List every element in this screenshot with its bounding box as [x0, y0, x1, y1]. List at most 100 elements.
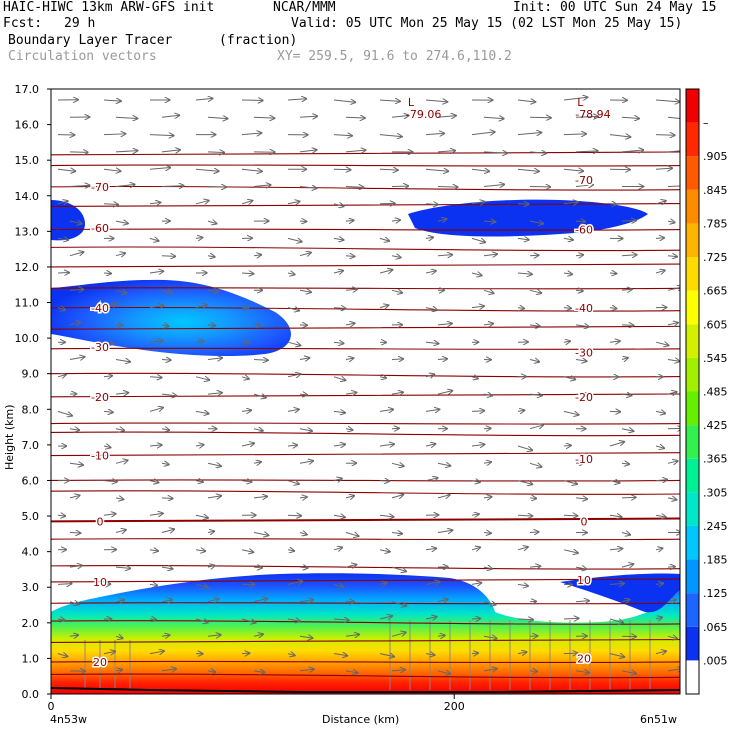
circulation-vector — [437, 219, 446, 221]
circulation-vector — [333, 271, 343, 273]
y-tick-label: 9.0 — [22, 368, 40, 381]
circulation-vector — [287, 201, 299, 203]
circulation-vector — [195, 305, 207, 308]
circulation-vector — [563, 481, 577, 484]
circulation-vector — [69, 495, 80, 497]
circulation-vector — [483, 184, 504, 186]
colorbar-label: .665 — [703, 285, 728, 298]
circulation-vector — [241, 410, 251, 411]
circulation-vector — [333, 100, 355, 102]
circulation-vector — [517, 481, 532, 485]
circulation-vector — [345, 117, 365, 118]
circulation-vector — [483, 497, 492, 498]
circulation-vector — [609, 619, 623, 623]
circulation-vector — [425, 237, 433, 238]
temperature-isoline — [51, 306, 680, 312]
circulation-vector — [103, 411, 113, 412]
temperature-isoline — [51, 422, 680, 425]
init-time: Init: 00 UTC Sun 24 May 15 — [513, 0, 717, 15]
circulation-vector — [161, 635, 169, 636]
circulation-vector — [195, 169, 219, 171]
temperature-isoline — [51, 538, 680, 541]
circulation-vector — [69, 289, 83, 290]
circulation-vector — [115, 460, 128, 463]
circulation-vector — [483, 290, 494, 293]
circulation-vector — [391, 533, 402, 534]
circulation-vector — [655, 548, 662, 549]
circulation-vector — [287, 308, 299, 311]
colorbar-swatch — [686, 425, 699, 459]
circulation-vector — [609, 204, 616, 205]
circulation-vector — [345, 565, 356, 568]
circulation-vector — [333, 444, 345, 446]
circulation-vector — [529, 117, 551, 118]
circulation-vector — [333, 204, 344, 207]
circulation-vector — [149, 238, 159, 241]
y-tick-label: 2.0 — [22, 617, 40, 630]
circulation-vector — [621, 117, 639, 118]
low-symbol: L — [577, 96, 584, 109]
circulation-vector — [667, 600, 676, 602]
temperature-isoline — [51, 620, 680, 625]
y-tick-label: 14.0 — [15, 190, 40, 203]
circulation-vector — [195, 341, 204, 342]
circulation-vector — [563, 341, 570, 342]
colorbar-frame — [685, 88, 700, 695]
circulation-vector — [287, 273, 295, 274]
circulation-vector — [483, 221, 495, 222]
circulation-vector — [471, 481, 480, 483]
circulation-vector — [621, 358, 628, 360]
circulation-vector — [379, 169, 398, 170]
circulation-vector — [345, 429, 352, 430]
circulation-vector — [621, 564, 633, 567]
circulation-vector — [207, 671, 215, 672]
circulation-vector — [379, 481, 389, 482]
colorbar-label: .065 — [703, 621, 728, 634]
temperature-isoline — [51, 347, 680, 350]
circulation-vector — [471, 237, 485, 242]
y-tick-label: 4.0 — [22, 546, 40, 559]
circulation-vector — [299, 636, 313, 638]
circulation-vector — [471, 547, 480, 549]
circulation-vector — [621, 533, 630, 535]
circulation-vector — [207, 531, 214, 532]
colorbar-swatch — [686, 559, 699, 594]
colorbar-swatch — [686, 257, 699, 291]
upper-cloud-right — [408, 199, 648, 237]
circulation-vector — [621, 289, 632, 290]
temperature-isoline — [51, 673, 680, 679]
circulation-vector — [471, 583, 481, 585]
contour-label: -10 — [575, 453, 593, 466]
circulation-vector — [161, 567, 173, 569]
low-value: -79.06 — [406, 108, 441, 121]
colorbar-label: .845 — [703, 184, 728, 197]
temperature-isoline — [51, 602, 680, 605]
circulation-vector — [69, 185, 90, 186]
circulation-vector — [161, 669, 176, 671]
circulation-vector — [195, 550, 205, 551]
circulation-vector — [115, 393, 128, 394]
circulation-vector — [115, 290, 126, 293]
circulation-vector — [425, 654, 435, 656]
circulation-vector — [115, 600, 124, 602]
circulation-vector — [437, 463, 450, 466]
circulation-vector — [379, 654, 394, 657]
colorbar-swatch — [686, 290, 699, 325]
circulation-vector — [253, 462, 261, 463]
circulation-vector — [379, 409, 393, 411]
circulation-vector — [115, 498, 123, 499]
circulation-vector — [149, 445, 162, 446]
circulation-vector — [287, 550, 294, 551]
circulation-vector — [69, 322, 80, 325]
circulation-vector — [161, 325, 169, 326]
circulation-vector — [517, 410, 524, 411]
y-tick-label: 5.0 — [22, 510, 40, 523]
circulation-vector — [161, 256, 175, 257]
circulation-vector — [103, 481, 117, 482]
circulation-vector — [287, 654, 295, 656]
circulation-vector — [655, 446, 664, 448]
circulation-vector — [333, 478, 342, 480]
temperature-isoline — [51, 393, 680, 398]
circulation-vector — [57, 619, 65, 620]
circulation-vector — [287, 409, 299, 411]
